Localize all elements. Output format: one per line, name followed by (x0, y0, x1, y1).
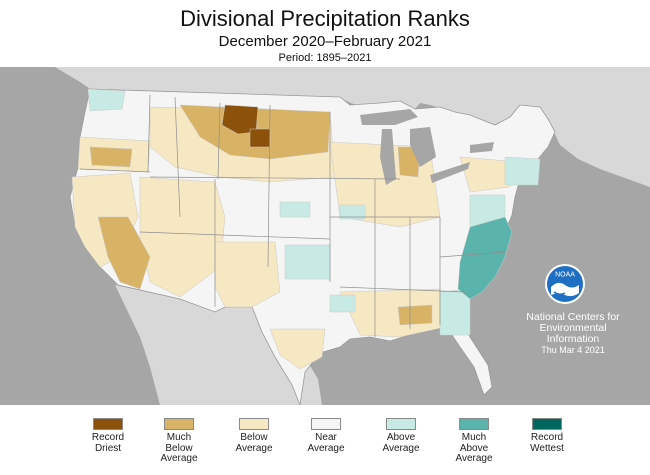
division-oklahoma-wet (284, 244, 331, 280)
division-montana-record (221, 104, 259, 135)
noaa-logo-text: NOAA (555, 272, 575, 279)
lake-erie (430, 162, 470, 183)
legend-swatch (239, 418, 269, 430)
division-georgia-wet (439, 288, 471, 336)
credit-date: Thu Mar 4 2021 (541, 345, 605, 355)
legend-label-line: Above (386, 432, 416, 443)
legend-label-line: Average (382, 442, 420, 454)
legend-label-line: Average (307, 442, 345, 454)
legend-swatch (459, 418, 489, 430)
legend-above-average: Above Average (368, 418, 434, 454)
legend-swatch (164, 418, 194, 430)
credit-line-2: Environmental (539, 322, 607, 334)
division-texas-south (269, 328, 326, 370)
legend-label-line: Much (461, 432, 487, 443)
division-montana-record-2 (249, 128, 271, 148)
division-missouri-wet (339, 204, 366, 220)
precipitation-divisions (71, 88, 541, 370)
lake-ontario (470, 142, 494, 153)
division-kansas-wet (279, 201, 311, 218)
division-new-england-wet (504, 156, 541, 186)
period-label: Period: 1895–2021 (278, 52, 372, 64)
legend-swatch (93, 418, 123, 430)
mexico-land (115, 285, 322, 405)
division-alabama-dry (397, 304, 433, 326)
legend-record-wettest: Record Wettest (514, 418, 580, 454)
noaa-logo: NOAA (545, 264, 585, 304)
division-mississippi-wet (329, 294, 356, 313)
legend-label-line: Average (235, 442, 273, 454)
division-california-desert (97, 216, 151, 290)
credit-line-3: Information (546, 333, 600, 345)
credit-line-1: National Centers for (526, 311, 620, 323)
legend-label-line: Record (91, 432, 125, 443)
legend-label-line: Above (459, 442, 489, 454)
legend-label-line: Average (160, 453, 198, 464)
legend-much-above-average: Much Above Average (441, 418, 507, 465)
canada-land (55, 67, 650, 187)
map-title: Divisional Precipitation Ranks (180, 6, 470, 31)
division-gulf-south (339, 288, 446, 338)
legend-swatch (532, 418, 562, 430)
legend-near-average: Near Average (293, 418, 359, 454)
legend-below-average: Below Average (221, 418, 287, 454)
map-subtitle: December 2020–February 2021 (218, 33, 432, 50)
division-washington-wet (87, 88, 126, 112)
great-lakes (360, 109, 494, 185)
legend-much-below-average: Much Below Average (146, 418, 212, 465)
legend-label-line: Much (166, 432, 192, 443)
legend-swatch (311, 418, 341, 430)
state-borders (79, 94, 506, 337)
legend-label-line: Below (240, 432, 268, 443)
legend-label-line: Average (455, 453, 493, 464)
division-virginia-carolinas (457, 216, 513, 300)
legend-label-line: Below (165, 442, 193, 454)
lake-superior (360, 109, 418, 125)
division-oregon-dry (89, 146, 133, 168)
lake-huron (410, 127, 436, 167)
lake-michigan (380, 129, 396, 185)
legend-swatch (386, 418, 416, 430)
legend-label-line: Record (530, 432, 564, 443)
legend-label-line: Wettest (530, 442, 564, 454)
division-southwest (214, 241, 281, 308)
legend-label-line: Driest (94, 442, 122, 454)
legend-record-driest: Record Driest (75, 418, 141, 454)
legend-label-line: Near (315, 432, 337, 443)
precipitation-rank-map (0, 67, 650, 405)
